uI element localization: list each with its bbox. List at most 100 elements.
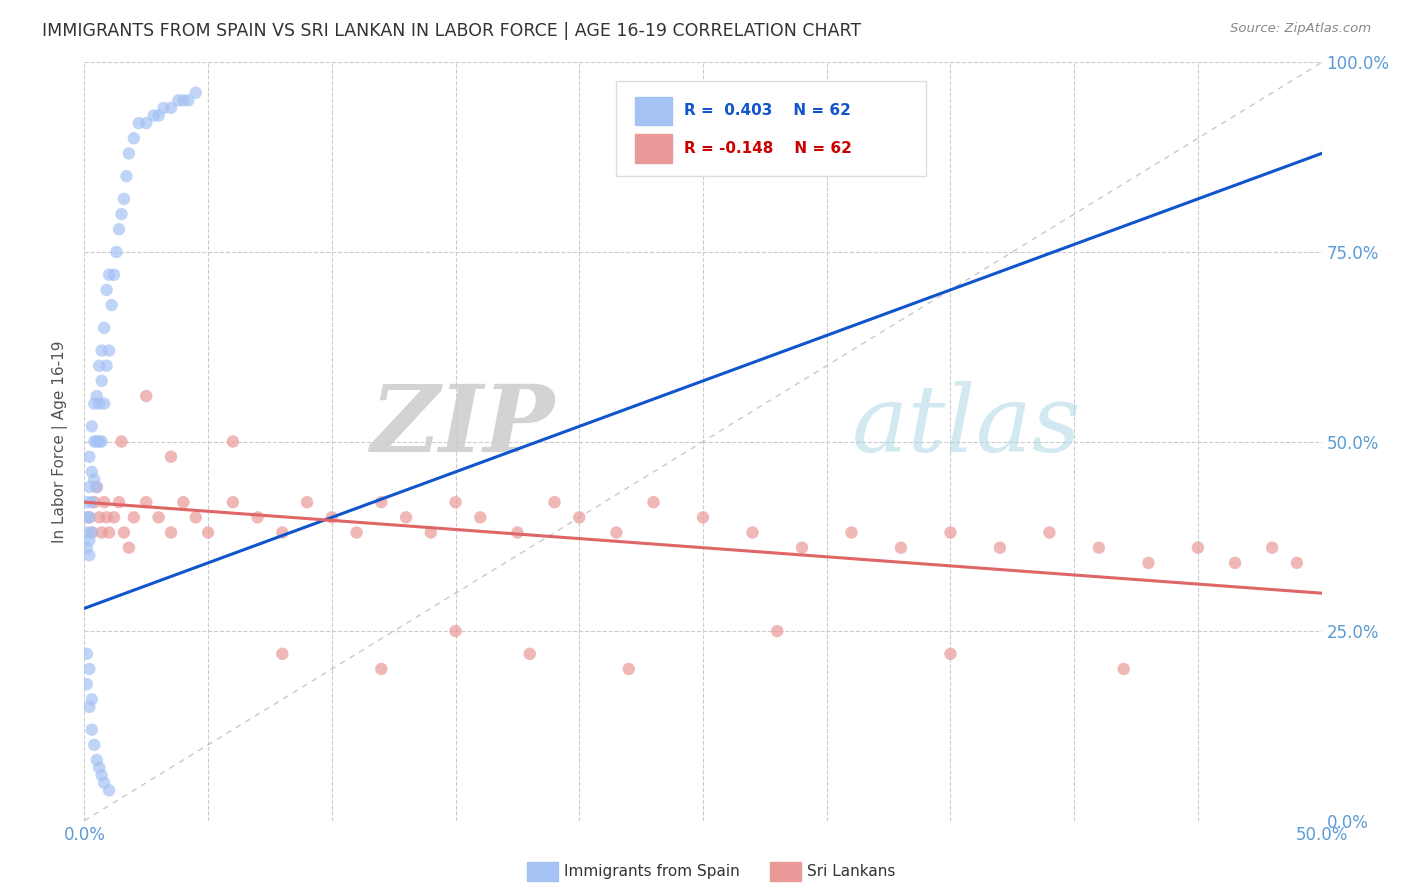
Point xyxy=(89,434,111,449)
Point xyxy=(184,86,207,100)
Point xyxy=(988,541,1011,555)
Point xyxy=(506,525,529,540)
Point xyxy=(222,495,245,509)
Point xyxy=(96,359,118,373)
Point xyxy=(76,541,98,555)
Text: Source: ZipAtlas.com: Source: ZipAtlas.com xyxy=(1230,22,1371,36)
Point xyxy=(103,510,125,524)
Point xyxy=(939,647,962,661)
Point xyxy=(1038,525,1060,540)
Point xyxy=(519,647,541,661)
Point xyxy=(103,268,125,282)
Point xyxy=(148,510,170,524)
Point xyxy=(167,94,190,108)
Point xyxy=(160,525,183,540)
FancyBboxPatch shape xyxy=(636,96,672,126)
Point xyxy=(79,510,101,524)
Point xyxy=(444,495,467,509)
FancyBboxPatch shape xyxy=(616,81,925,177)
Point xyxy=(128,116,150,130)
Point xyxy=(89,359,111,373)
Point xyxy=(152,101,174,115)
Point xyxy=(346,525,368,540)
Text: atlas: atlas xyxy=(852,382,1081,471)
Point xyxy=(76,510,98,524)
Point xyxy=(79,662,101,676)
Point xyxy=(80,525,103,540)
Point xyxy=(271,525,294,540)
Point xyxy=(741,525,763,540)
Point xyxy=(766,624,789,639)
Point xyxy=(110,207,132,221)
Point xyxy=(90,374,112,388)
Point xyxy=(543,495,565,509)
Point xyxy=(222,434,245,449)
Point xyxy=(142,108,165,122)
Point xyxy=(112,525,135,540)
Point xyxy=(83,495,105,509)
Point xyxy=(93,495,115,509)
Point xyxy=(160,101,183,115)
Point xyxy=(96,283,118,297)
Point xyxy=(90,434,112,449)
Point xyxy=(617,662,640,676)
Point xyxy=(76,677,98,691)
Point xyxy=(79,548,101,563)
Point xyxy=(110,434,132,449)
Point xyxy=(1187,541,1209,555)
Point xyxy=(135,389,157,403)
Point xyxy=(1137,556,1160,570)
Point xyxy=(197,525,219,540)
Point xyxy=(96,510,118,524)
Point xyxy=(605,525,627,540)
FancyBboxPatch shape xyxy=(636,135,672,163)
Point xyxy=(76,525,98,540)
Point xyxy=(246,510,269,524)
Point xyxy=(135,116,157,130)
Point xyxy=(370,662,392,676)
Text: R =  0.403    N = 62: R = 0.403 N = 62 xyxy=(685,103,851,119)
Point xyxy=(86,389,108,403)
Point xyxy=(86,434,108,449)
Point xyxy=(80,723,103,737)
Point xyxy=(643,495,665,509)
Point xyxy=(118,146,141,161)
Point xyxy=(444,624,467,639)
Point xyxy=(112,192,135,206)
Point xyxy=(271,647,294,661)
Point xyxy=(122,510,145,524)
Point xyxy=(79,480,101,494)
Point xyxy=(172,495,194,509)
Point xyxy=(80,692,103,706)
Point xyxy=(321,510,343,524)
Point xyxy=(115,169,138,184)
Point xyxy=(79,533,101,548)
Point xyxy=(172,94,194,108)
Point xyxy=(419,525,441,540)
Point xyxy=(160,450,183,464)
Point xyxy=(89,760,111,774)
Point xyxy=(135,495,157,509)
Point xyxy=(1285,556,1308,570)
Text: Immigrants from Spain: Immigrants from Spain xyxy=(564,864,740,879)
Point xyxy=(89,510,111,524)
Point xyxy=(90,768,112,782)
Point xyxy=(93,396,115,410)
Point xyxy=(370,495,392,509)
Point xyxy=(177,94,200,108)
Point xyxy=(86,480,108,494)
Point xyxy=(79,699,101,714)
Point xyxy=(83,434,105,449)
Point xyxy=(118,541,141,555)
Point xyxy=(80,495,103,509)
Point xyxy=(1223,556,1246,570)
Point xyxy=(89,396,111,410)
Point xyxy=(90,525,112,540)
Point xyxy=(395,510,418,524)
Point xyxy=(841,525,863,540)
Point xyxy=(79,510,101,524)
Point xyxy=(122,131,145,145)
Point xyxy=(295,495,318,509)
Point xyxy=(93,320,115,334)
Point xyxy=(105,244,128,259)
